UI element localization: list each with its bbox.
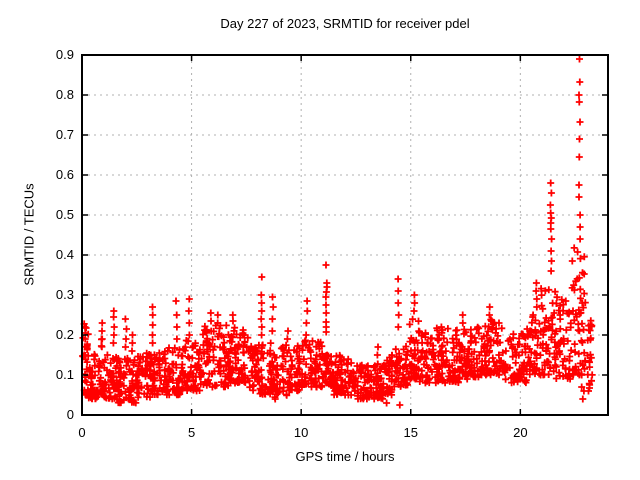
chart-title: Day 227 of 2023, SRMTID for receiver pde… [220,16,470,31]
x-tick-label: 5 [188,425,195,440]
x-tick-label: 20 [513,425,527,440]
y-tick-label: 0.4 [56,247,74,262]
y-tick-label: 0.1 [56,367,74,382]
y-tick-label: 0.6 [56,167,74,182]
tick-marks [81,54,608,416]
plot-frame [81,54,609,416]
data-points [79,55,596,409]
x-tick-label: 15 [404,425,418,440]
y-tick-label: 0 [67,407,74,422]
y-tick-label: 0.8 [56,87,74,102]
y-tick-label: 0.5 [56,207,74,222]
x-tick-label: 0 [78,425,85,440]
x-axis-label: GPS time / hours [295,449,395,464]
y-tick-label: 0.2 [56,327,74,342]
y-tick-labels: 0 0.1 0.2 0.3 0.4 0.5 0.6 0.7 0.8 0.9 [56,47,74,422]
y-tick-label: 0.9 [56,47,74,62]
y-tick-label: 0.7 [56,127,74,142]
x-tick-label: 10 [294,425,308,440]
x-tick-labels: 0 5 10 15 20 [78,425,527,440]
y-tick-label: 0.3 [56,287,74,302]
